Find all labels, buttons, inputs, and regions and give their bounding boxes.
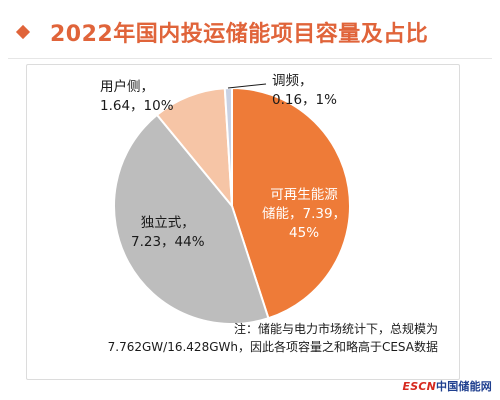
label-standalone-line2: 7.23，44% bbox=[131, 234, 205, 250]
label-user-side: 用户侧， 1.64，10% bbox=[100, 78, 174, 116]
label-renewable-line1: 可再生能源 bbox=[270, 187, 338, 203]
pie-slices bbox=[113, 86, 351, 325]
label-renewable-line3: 45% bbox=[289, 225, 320, 241]
slice-renewable bbox=[231, 86, 351, 320]
watermark-cn: 中国储能网 bbox=[436, 380, 492, 393]
leader-line-tiaopin bbox=[227, 83, 267, 89]
label-frequency: 调频， 0.16，1% bbox=[272, 72, 337, 110]
watermark-logo: ESCN中国储能网 bbox=[402, 378, 492, 394]
label-renewable: 可再生能源 储能，7.39， 45% bbox=[262, 186, 346, 243]
label-renewable-line2: 储能，7.39， bbox=[262, 206, 347, 222]
label-user-side-line2: 1.64，10% bbox=[100, 98, 174, 114]
label-frequency-line2: 0.16，1% bbox=[272, 92, 337, 108]
page-title: 2022年国内投运储能项目容量及占比 bbox=[50, 22, 429, 47]
slice-standalone bbox=[113, 113, 270, 325]
footnote: 注：储能与电力市场统计下，总规模为 7.762GW/16.428GWh，因此各项… bbox=[46, 320, 438, 356]
label-frequency-line1: 调频， bbox=[272, 73, 313, 89]
footnote-line1: 注：储能与电力市场统计下，总规模为 bbox=[233, 322, 438, 336]
label-user-side-line1: 用户侧， bbox=[100, 79, 154, 95]
label-standalone: 独立式， 7.23，44% bbox=[131, 214, 205, 252]
label-standalone-line1: 独立式， bbox=[140, 215, 195, 231]
watermark-escn: ESCN bbox=[402, 380, 436, 393]
title-bar: 2022年国内投运储能项目容量及占比 bbox=[8, 9, 490, 55]
slice-user-side bbox=[155, 87, 234, 210]
footnote-line2: 7.762GW/16.428GWh，因此各项容量之和略高于CESA数据 bbox=[107, 340, 438, 354]
title-divider bbox=[8, 58, 492, 59]
